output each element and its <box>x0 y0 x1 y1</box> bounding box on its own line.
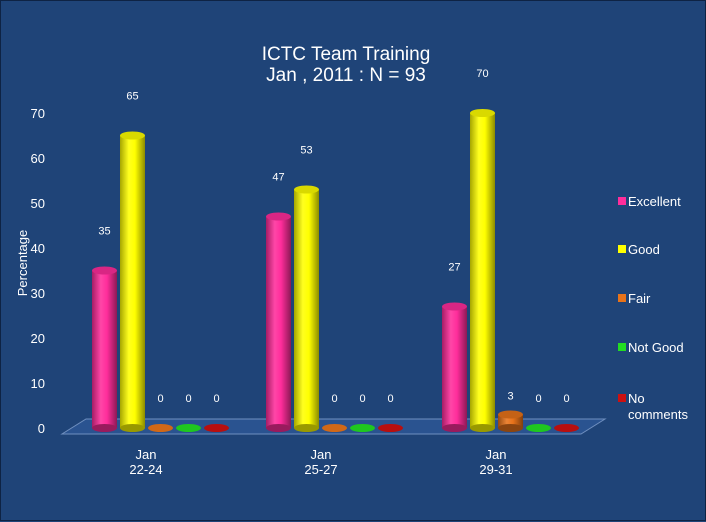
legend-label: Not Good <box>628 340 684 355</box>
x-tick-label: Jan <box>486 447 507 462</box>
legend-label: Good <box>628 242 660 257</box>
data-label: 0 <box>535 393 541 405</box>
y-tick-label: 30 <box>31 286 45 301</box>
bar-base <box>294 424 319 432</box>
legend-item: Good <box>618 242 660 257</box>
chart-title: ICTC Team Training <box>262 44 431 65</box>
bar-top <box>350 424 375 432</box>
data-label: 0 <box>213 393 219 405</box>
bar-base <box>120 424 145 432</box>
legend-swatch <box>618 294 626 302</box>
bar-top <box>470 109 495 117</box>
bar-body <box>266 216 291 428</box>
bar-body <box>442 306 467 428</box>
data-label: 0 <box>359 393 365 405</box>
data-label: 47 <box>272 172 284 184</box>
bar-top <box>176 424 201 432</box>
y-tick-label: 10 <box>31 376 45 391</box>
chart-subtitle: Jan , 2011 : N = 93 <box>266 65 426 86</box>
bar <box>498 410 523 432</box>
bar-base <box>92 424 117 432</box>
bar-top <box>442 302 467 311</box>
bar <box>470 109 495 432</box>
x-tick-label: 25-27 <box>304 462 337 477</box>
bar <box>554 424 579 432</box>
legend-swatch <box>618 197 626 205</box>
legend-swatch <box>618 343 626 351</box>
bar-top <box>92 266 117 275</box>
data-label: 0 <box>331 393 337 405</box>
bar-body <box>294 189 319 428</box>
bar-top <box>378 424 403 432</box>
legend-label: No <box>628 391 645 406</box>
data-label: 0 <box>563 393 569 405</box>
legend-label: Excellent <box>628 194 681 209</box>
y-tick-label: 60 <box>31 151 45 166</box>
bar-body <box>92 270 117 428</box>
bar-base <box>498 424 523 432</box>
bar-top <box>526 424 551 432</box>
bar <box>148 424 173 432</box>
legend-item: Excellent <box>618 194 681 209</box>
y-tick-label: 0 <box>38 421 45 436</box>
bar-body <box>470 113 495 428</box>
y-tick-label: 20 <box>31 331 45 346</box>
y-axis-label: Percentage <box>15 230 30 297</box>
bar-top <box>204 424 229 432</box>
bar <box>526 424 551 432</box>
bar <box>120 131 145 432</box>
y-axis-ticks: 0 10 20 30 40 50 60 70 <box>31 106 45 436</box>
bar-top <box>294 185 319 194</box>
data-label: 65 <box>126 91 138 103</box>
bar-top <box>554 424 579 432</box>
data-label: 70 <box>476 68 488 80</box>
data-label: 0 <box>157 393 163 405</box>
y-tick-label: 40 <box>31 241 45 256</box>
bar <box>294 185 319 432</box>
bar-top <box>148 424 173 432</box>
data-label: 0 <box>185 393 191 405</box>
bar <box>176 424 201 432</box>
bar-top <box>266 212 291 221</box>
bar <box>442 302 467 432</box>
legend-item: Not Good <box>618 340 684 355</box>
legend-label: comments <box>628 407 688 422</box>
legend-swatch <box>618 394 626 402</box>
data-label: 27 <box>448 262 460 274</box>
x-tick-label: Jan <box>311 447 332 462</box>
data-label: 53 <box>300 145 312 157</box>
bar-top <box>120 131 145 140</box>
legend-swatch <box>618 245 626 253</box>
bar-series <box>92 109 579 432</box>
data-label: 0 <box>387 393 393 405</box>
bar <box>204 424 229 432</box>
y-tick-label: 50 <box>31 196 45 211</box>
bar-base <box>442 424 467 432</box>
bar-top <box>498 410 523 419</box>
legend-label: Fair <box>628 291 651 306</box>
bar <box>266 212 291 432</box>
x-tick-label: Jan <box>136 447 157 462</box>
bar <box>378 424 403 432</box>
bar-base <box>470 424 495 432</box>
bar-body <box>120 135 145 428</box>
y-tick-label: 70 <box>31 106 45 121</box>
data-labels: 35 65 0 0 0 47 53 0 0 0 27 70 3 0 0 <box>98 68 569 405</box>
bar <box>350 424 375 432</box>
legend-item: Fair <box>618 291 651 306</box>
bar <box>92 266 117 432</box>
data-label: 35 <box>98 226 110 238</box>
bar-top <box>322 424 347 432</box>
x-tick-label: 22-24 <box>129 462 162 477</box>
x-tick-label: 29-31 <box>479 462 512 477</box>
data-label: 3 <box>507 391 513 403</box>
bar <box>322 424 347 432</box>
bar-base <box>266 424 291 432</box>
